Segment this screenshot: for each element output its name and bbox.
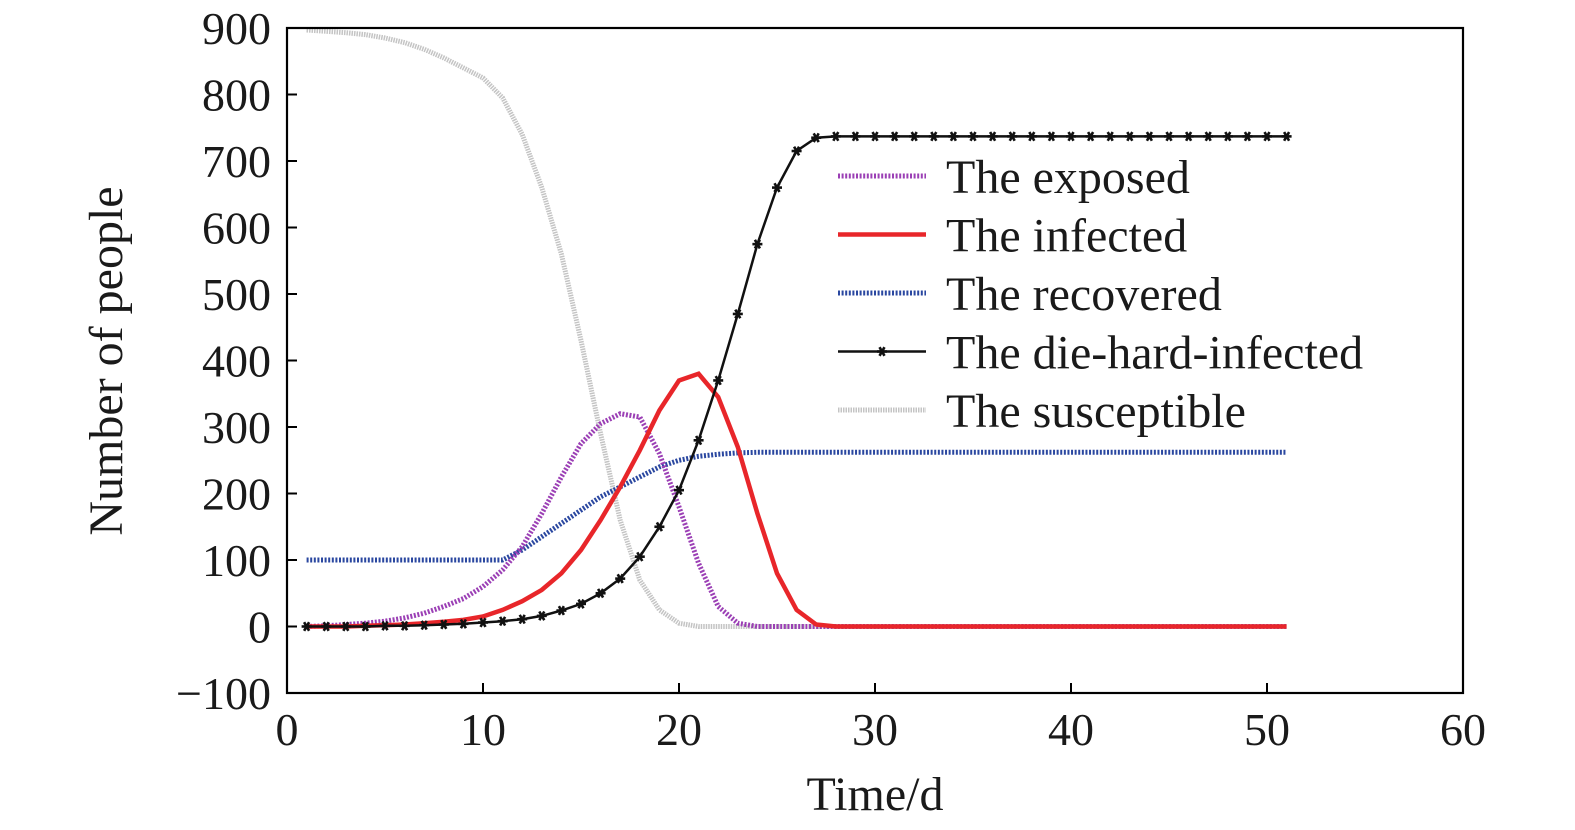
series-marker-3-0 bbox=[301, 621, 312, 632]
series-marker-3-11 bbox=[517, 614, 528, 625]
series-marker-3-3 bbox=[360, 621, 371, 632]
series-marker-3-33 bbox=[948, 131, 959, 142]
series-marker-3-18 bbox=[654, 521, 665, 532]
x-axis-label: Time/d bbox=[807, 768, 944, 821]
series-marker-3-5 bbox=[399, 620, 410, 631]
series-marker-3-40 bbox=[1085, 131, 1096, 142]
series-marker-3-25 bbox=[791, 146, 802, 157]
legend-marker-3 bbox=[877, 346, 887, 357]
series-marker-3-35 bbox=[987, 131, 998, 142]
series-marker-3-15 bbox=[595, 588, 606, 599]
series-marker-3-41 bbox=[1105, 131, 1116, 142]
y-tick-label-7: 600 bbox=[202, 203, 271, 254]
x-tick-label-2: 20 bbox=[656, 704, 702, 755]
series-marker-3-39 bbox=[1066, 131, 1076, 142]
series-marker-3-38 bbox=[1046, 131, 1057, 142]
series-line-1 bbox=[306, 371, 1287, 629]
series-marker-3-46 bbox=[1203, 131, 1214, 142]
y-tick-label-3: 200 bbox=[202, 469, 271, 520]
legend-label-3: The die-hard-infected bbox=[946, 327, 1363, 380]
series-marker-3-27 bbox=[830, 131, 841, 142]
legend-label-1: The infected bbox=[946, 210, 1187, 263]
x-tick-label-4: 40 bbox=[1048, 704, 1094, 755]
series-marker-3-22 bbox=[732, 308, 743, 319]
series-marker-3-2 bbox=[340, 621, 351, 632]
series-marker-3-30 bbox=[889, 131, 900, 142]
x-tick-label-5: 50 bbox=[1244, 704, 1290, 755]
series-marker-3-45 bbox=[1183, 131, 1194, 142]
legend-label-2: The recovered bbox=[946, 268, 1222, 321]
series-marker-3-17 bbox=[634, 551, 645, 562]
x-tick-label-1: 10 bbox=[460, 704, 506, 755]
axes-layer: 0 10 20 30 40 50 60−10001002003004005006007008… bbox=[176, 3, 1486, 755]
series-marker-3-12 bbox=[536, 610, 547, 621]
x-tick-label-3: 30 bbox=[852, 704, 898, 755]
series-marker-3-37 bbox=[1026, 131, 1037, 142]
series-marker-3-36 bbox=[1007, 131, 1018, 142]
series-marker-3-43 bbox=[1144, 131, 1155, 142]
series-marker-3-14 bbox=[576, 598, 586, 609]
legend-label-0: The exposed bbox=[946, 151, 1190, 204]
series-marker-3-16 bbox=[615, 573, 626, 584]
series-marker-3-19 bbox=[674, 485, 684, 496]
series-marker-3-29 bbox=[870, 131, 880, 142]
x-tick-label-0: 0 bbox=[276, 704, 299, 755]
series-marker-3-32 bbox=[928, 131, 939, 142]
series-marker-3-10 bbox=[497, 616, 508, 627]
series-marker-3-1 bbox=[321, 621, 332, 632]
series-marker-3-26 bbox=[811, 132, 822, 143]
plot-layer bbox=[301, 27, 1292, 632]
series-marker-3-49 bbox=[1262, 131, 1272, 142]
series-marker-3-6 bbox=[419, 620, 430, 631]
y-tick-label-8: 700 bbox=[202, 136, 271, 187]
series-marker-3-23 bbox=[752, 239, 763, 250]
series-marker-3-8 bbox=[458, 618, 469, 629]
legend-label-4: The susceptible bbox=[946, 385, 1246, 438]
y-tick-label-9: 800 bbox=[202, 70, 271, 121]
y-tick-label-5: 400 bbox=[202, 336, 271, 387]
series-marker-3-9 bbox=[478, 617, 488, 628]
y-tick-label-0: −100 bbox=[176, 668, 271, 719]
series-line-2 bbox=[306, 449, 1287, 563]
series-marker-3-4 bbox=[380, 620, 390, 631]
series-marker-3-21 bbox=[713, 375, 724, 386]
series-marker-3-34 bbox=[968, 131, 978, 142]
series-marker-3-50 bbox=[1281, 131, 1292, 142]
y-tick-label-10: 900 bbox=[202, 3, 271, 54]
series-marker-3-28 bbox=[850, 131, 861, 142]
series-marker-3-20 bbox=[693, 435, 704, 446]
y-axis-label: Number of people bbox=[80, 186, 133, 535]
y-tick-label-2: 100 bbox=[202, 535, 271, 586]
series-marker-3-7 bbox=[438, 619, 449, 630]
series-marker-3-13 bbox=[556, 605, 567, 616]
series-marker-3-47 bbox=[1222, 131, 1233, 142]
y-tick-label-6: 500 bbox=[202, 269, 271, 320]
y-tick-label-4: 300 bbox=[202, 402, 271, 453]
y-tick-label-1: 0 bbox=[248, 602, 271, 653]
series-marker-3-44 bbox=[1164, 131, 1174, 142]
series-marker-3-48 bbox=[1242, 131, 1253, 142]
series-line-0 bbox=[306, 411, 1287, 629]
x-tick-label-6: 60 bbox=[1440, 704, 1486, 755]
series-marker-3-42 bbox=[1124, 131, 1135, 142]
series-marker-3-24 bbox=[772, 182, 782, 193]
series-marker-3-31 bbox=[909, 131, 920, 142]
